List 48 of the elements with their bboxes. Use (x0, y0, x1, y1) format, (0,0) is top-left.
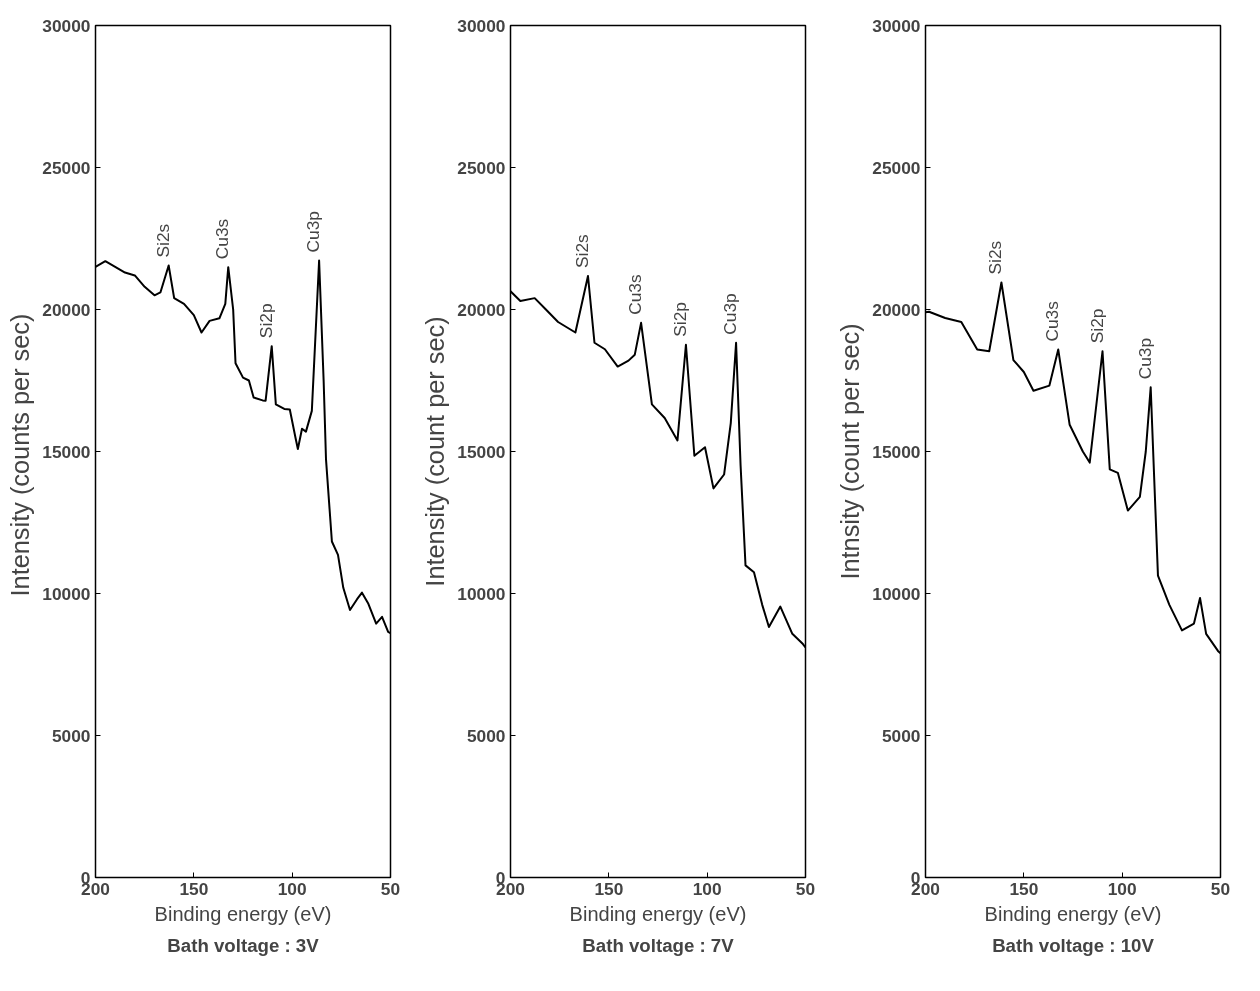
y-tick-label: 25000 (42, 157, 91, 178)
y-tick-label: 15000 (42, 441, 91, 462)
annotation: Cu3p (303, 211, 324, 253)
annotation: Si2s (152, 223, 173, 258)
y-tick-label: 25000 (872, 157, 921, 178)
y-tick-label: 20000 (872, 299, 921, 320)
y-tick-label: 30000 (872, 15, 921, 36)
y-tick-label: 10000 (457, 583, 506, 604)
y-axis-title: Intensity (counts per sec) (6, 313, 35, 597)
annotation: Si2p (1086, 308, 1107, 344)
x-axis-title: Binding energy (eV) (569, 902, 747, 925)
text: Bath voltage : 7V (582, 934, 735, 956)
annotation: Si2p (669, 302, 690, 337)
x-tick-label: 150 (179, 878, 209, 899)
x-tick-label: 150 (594, 878, 624, 899)
annotation: Cu3s (625, 274, 646, 315)
annotation: Cu3s (212, 218, 233, 260)
y-tick-label: 20000 (457, 299, 506, 320)
y-tick-label: 5000 (881, 725, 921, 746)
y-tick-label: 15000 (457, 441, 506, 462)
y-tick-label: 5000 (466, 725, 506, 746)
x-tick-label: 50 (380, 878, 401, 899)
y-axis-title: Intnsity (count per sec) (836, 323, 865, 580)
x-tick-label: 100 (692, 878, 722, 899)
annotation: Si2s (985, 240, 1006, 275)
text: Bath voltage : 3V (167, 934, 320, 956)
y-tick-label: 30000 (42, 15, 91, 36)
annotation: Cu3p (1134, 337, 1155, 380)
annotation: Cu3s (1042, 300, 1063, 342)
y-tick-label: 5000 (51, 725, 91, 746)
x-axis-title: Binding energy (eV) (154, 902, 332, 925)
x-tick-label: 100 (277, 878, 307, 899)
annotation: Cu3p (720, 293, 741, 335)
y-tick-label: 20000 (42, 299, 91, 320)
x-tick-label: 50 (795, 878, 816, 899)
annotation: Si2s (571, 233, 592, 268)
y-tick-label: 10000 (42, 583, 91, 604)
y-tick-label: 10000 (872, 583, 921, 604)
y-tick-label: 30000 (457, 15, 506, 36)
x-tick-label: 50 (1210, 878, 1231, 899)
x-axis-title: Binding energy (eV) (984, 902, 1162, 925)
annotation: Si2p (255, 303, 276, 339)
y-tick-label: 15000 (872, 441, 921, 462)
y-axis-title: Intensity (count per sec) (421, 316, 450, 587)
text: Bath voltage : 10V (992, 934, 1155, 956)
y-tick-label: 25000 (457, 157, 506, 178)
x-tick-label: 150 (1009, 878, 1039, 899)
x-tick-label: 100 (1107, 878, 1137, 899)
